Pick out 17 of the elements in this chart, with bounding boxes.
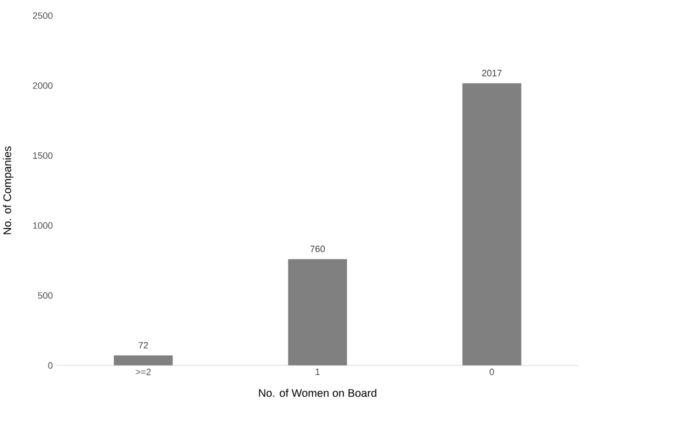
bar — [288, 259, 348, 366]
y-tick-label: 1500 — [33, 152, 53, 159]
x-axis-title: No. of Women on Board — [259, 388, 376, 398]
x-tick-label: 1 — [316, 368, 320, 376]
y-tick-label: 500 — [38, 292, 53, 299]
x-tick-label: 0 — [490, 368, 494, 376]
data-label: 2017 — [482, 70, 502, 76]
x-tick-label: >=2 — [136, 368, 151, 376]
y-tick-label: 0 — [48, 362, 53, 369]
data-label: 760 — [310, 246, 325, 252]
y-tick-label: 1000 — [33, 222, 53, 229]
data-label: 72 — [138, 342, 148, 349]
bar — [462, 83, 522, 366]
y-tick-label: 2000 — [32, 82, 53, 89]
y-tick-label: 2500 — [32, 12, 53, 20]
y-axis-title: No. of Companies — [3, 146, 14, 234]
bar — [114, 355, 173, 366]
